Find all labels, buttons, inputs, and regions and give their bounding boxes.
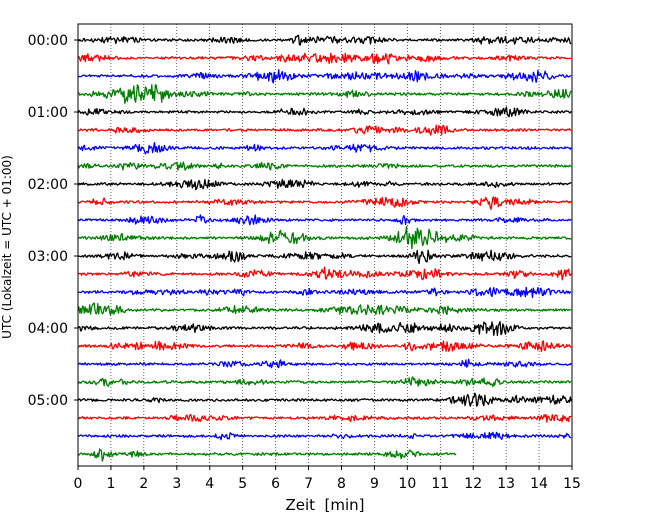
x-tick-label: 14 (530, 476, 548, 492)
x-tick-label: 10 (398, 476, 416, 492)
y-tick-label: 00:00 (28, 33, 68, 49)
x-axis-ticks: 0 1 2 3 4 5 6 7 8 9 10 11 12 13 14 15 (74, 466, 581, 492)
x-tick-label: 1 (106, 476, 115, 492)
trace-0215 (77, 196, 572, 210)
trace-0200 (77, 178, 572, 191)
y-tick-label: 05:00 (28, 393, 68, 409)
trace-0315 (77, 266, 572, 281)
y-tick-label: 04:00 (28, 321, 68, 337)
y-axis-ticks: 00:00 01:00 02:00 03:00 04:00 05:00 (28, 33, 78, 409)
x-tick-label: 5 (238, 476, 247, 492)
trace-0145 (77, 161, 572, 171)
trace-0030 (77, 69, 572, 84)
trace-0545 (77, 448, 457, 462)
trace-0300 (77, 249, 572, 265)
trace-0530 (77, 431, 572, 441)
x-tick-label: 13 (497, 476, 515, 492)
trace-0000 (77, 34, 572, 46)
trace-0115 (77, 124, 572, 136)
trace-0130 (77, 141, 572, 155)
trace-0445 (77, 376, 572, 388)
x-axis-label: Zeit [min] (285, 496, 364, 514)
trace-0345 (77, 302, 572, 316)
trace-0515 (77, 413, 572, 423)
y-tick-label: 01:00 (28, 105, 68, 121)
plot-area (78, 24, 572, 466)
x-tick-label: 6 (271, 476, 280, 492)
x-tick-label: 7 (304, 476, 313, 492)
trace-0430 (77, 358, 572, 369)
y-tick-label: 03:00 (28, 249, 68, 265)
x-tick-label: 8 (337, 476, 346, 492)
y-axis-label: UTC (Lokalzeit = UTC + 01:00) (0, 155, 14, 339)
x-tick-label: 12 (464, 476, 482, 492)
x-tick-label: 9 (370, 476, 379, 492)
trace-group (77, 34, 572, 462)
trace-0045 (77, 84, 572, 104)
trace-0245 (77, 226, 572, 250)
x-tick-label: 2 (139, 476, 148, 492)
plot-frame (77, 23, 573, 467)
x-tick-label: 15 (563, 476, 581, 492)
x-tick-label: 4 (205, 476, 214, 492)
x-tick-label: 0 (74, 476, 83, 492)
trace-0230 (77, 214, 572, 226)
trace-0015 (77, 52, 572, 65)
trace-0330 (77, 286, 572, 299)
x-tick-label: 3 (172, 476, 181, 492)
trace-0500 (77, 392, 572, 407)
trace-0100 (77, 106, 572, 118)
trace-0415 (77, 340, 572, 353)
x-tick-label: 11 (431, 476, 449, 492)
trace-0400 (77, 320, 572, 337)
y-tick-label: 02:00 (28, 177, 68, 193)
